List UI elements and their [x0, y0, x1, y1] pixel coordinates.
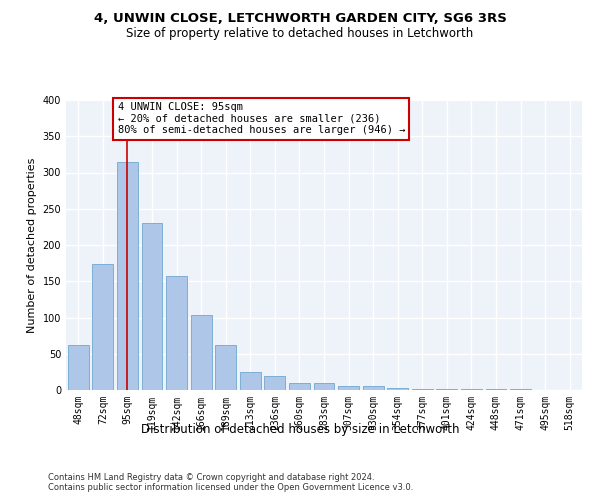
Bar: [191, 314, 212, 390]
Bar: [265, 376, 286, 390]
Bar: [240, 372, 261, 390]
Bar: [412, 388, 433, 390]
Bar: [215, 345, 236, 390]
Bar: [387, 388, 408, 390]
Text: 4 UNWIN CLOSE: 95sqm
← 20% of detached houses are smaller (236)
80% of semi-deta: 4 UNWIN CLOSE: 95sqm ← 20% of detached h…: [118, 102, 405, 136]
Text: Contains public sector information licensed under the Open Government Licence v3: Contains public sector information licen…: [48, 484, 413, 492]
Text: Distribution of detached houses by size in Letchworth: Distribution of detached houses by size …: [141, 422, 459, 436]
Text: Size of property relative to detached houses in Letchworth: Size of property relative to detached ho…: [127, 28, 473, 40]
Y-axis label: Number of detached properties: Number of detached properties: [27, 158, 37, 332]
Bar: [314, 383, 334, 390]
Bar: [338, 386, 359, 390]
Bar: [142, 223, 163, 390]
Bar: [289, 383, 310, 390]
Bar: [117, 162, 138, 390]
Bar: [68, 345, 89, 390]
Text: 4, UNWIN CLOSE, LETCHWORTH GARDEN CITY, SG6 3RS: 4, UNWIN CLOSE, LETCHWORTH GARDEN CITY, …: [94, 12, 506, 26]
Text: Contains HM Land Registry data © Crown copyright and database right 2024.: Contains HM Land Registry data © Crown c…: [48, 472, 374, 482]
Bar: [92, 264, 113, 390]
Bar: [362, 386, 383, 390]
Bar: [166, 276, 187, 390]
